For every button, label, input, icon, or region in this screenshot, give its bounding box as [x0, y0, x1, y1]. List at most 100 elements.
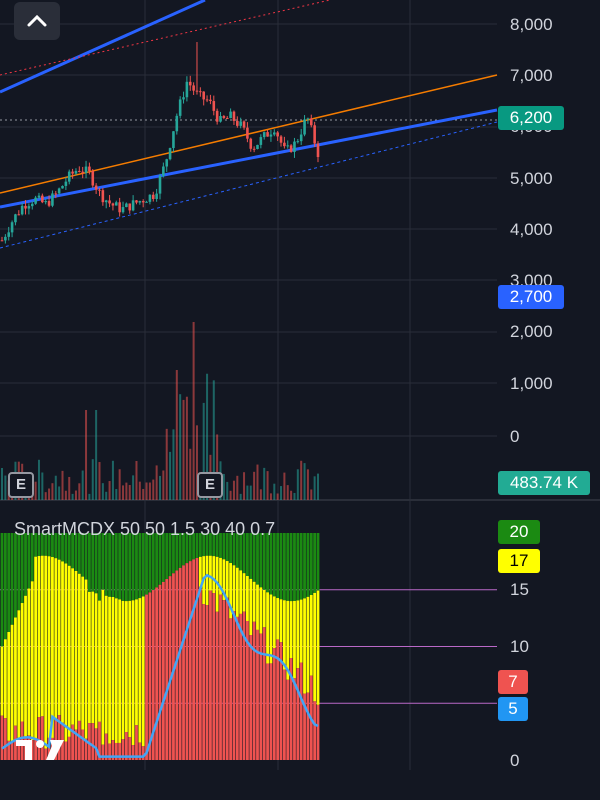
indicator-red-bar	[81, 729, 85, 760]
volume-bar	[152, 479, 155, 500]
tradingview-logo	[16, 738, 66, 767]
candle-body	[67, 171, 71, 182]
indicator-red-bar	[10, 742, 14, 760]
indicator-yellow-bar	[205, 555, 209, 606]
volume-bar	[290, 490, 293, 500]
candle-body	[309, 118, 313, 126]
indicator-green-bar	[246, 533, 249, 577]
indicator-yellow-bar	[64, 563, 68, 742]
indicator-red-bar	[192, 559, 196, 760]
candle-body	[44, 201, 48, 203]
indicator-yellow-bar	[272, 596, 276, 648]
candle-body	[88, 166, 91, 171]
volume-bar	[236, 475, 239, 500]
indicator-yellow-bar	[289, 601, 293, 659]
earnings-marker[interactable]: E	[197, 472, 223, 498]
volume-bar	[310, 489, 313, 500]
candle-body	[212, 101, 216, 111]
candle-body	[141, 201, 145, 203]
candle-body	[91, 170, 95, 186]
indicator-red-bar	[7, 740, 11, 760]
volume-bar	[216, 434, 219, 500]
indicator-green-bar	[54, 533, 58, 559]
volume-bar	[48, 488, 51, 500]
candle-body	[104, 200, 108, 203]
indicator-yellow-bar	[101, 589, 105, 745]
indicator-green-bar	[61, 533, 64, 562]
indicator-green-bar	[202, 533, 206, 557]
volume-bar	[85, 410, 88, 500]
indicator-yellow-bar	[209, 555, 212, 591]
indicator-red-bar	[148, 592, 152, 760]
indicator-yellow-bar	[57, 559, 61, 716]
candle-body	[114, 202, 118, 206]
volume-bar	[54, 475, 57, 500]
indicator-yellow-bar	[74, 570, 78, 730]
indicator-yellow-bar	[249, 578, 253, 636]
volume-bar	[306, 469, 309, 500]
indicator-yellow-bar	[141, 596, 145, 747]
volume-badge: 483.74 K	[498, 471, 590, 495]
indicator-yellow-bar	[128, 600, 132, 738]
indicator-green-bar	[111, 533, 115, 598]
indicator-red-bar	[124, 732, 128, 760]
indicator-green-bar	[20, 533, 24, 604]
volume-bar	[195, 425, 198, 500]
candle-body	[252, 148, 256, 150]
indicator-yellow-bar	[47, 556, 51, 738]
indicator-yellow-bar	[118, 599, 122, 743]
indicator-green-bar	[51, 533, 54, 558]
volume-bar	[206, 373, 209, 500]
indicator-green-bar	[188, 533, 192, 562]
indicator-red-bar	[74, 729, 78, 760]
indicator-y-tick: 0	[510, 751, 520, 770]
indicator-green-bar	[77, 533, 81, 574]
candle-body	[225, 117, 229, 119]
collapse-button[interactable]	[14, 2, 60, 40]
candle-body	[14, 214, 17, 223]
indicator-red-bar	[232, 611, 236, 760]
candle-body	[178, 99, 182, 116]
earnings-marker[interactable]: E	[8, 472, 34, 498]
candle-body	[47, 201, 51, 206]
indicator-yellow-bar	[252, 581, 256, 622]
indicator-green-bar	[266, 533, 269, 593]
volume-bar	[222, 473, 225, 500]
indicator-green-bar	[128, 533, 132, 601]
price-badge: 6,200	[498, 106, 564, 130]
candle-body	[0, 240, 4, 242]
indicator-green-bar	[182, 533, 185, 566]
candle-body	[202, 91, 206, 100]
indicator-yellow-bar	[242, 573, 246, 612]
volume-bar	[286, 485, 289, 500]
indicator-red-bar	[121, 739, 125, 760]
indicator-green-bar	[155, 533, 159, 588]
indicator-yellow-bar	[7, 632, 11, 741]
indicator-yellow-bar	[61, 561, 64, 723]
indicator-green-bar	[282, 533, 286, 601]
volume-bar	[4, 475, 7, 500]
indicator-green-bar	[91, 533, 95, 592]
indicator-yellow-bar	[313, 592, 317, 702]
indicator-green-bar	[57, 533, 61, 560]
candle-body	[195, 90, 199, 92]
candle-body	[64, 181, 68, 186]
indicator-green-bar	[101, 533, 105, 590]
volume-bar	[202, 402, 205, 500]
indicator-red-bar	[64, 741, 68, 760]
indicator-title[interactable]: SmartMCDX 50 50 1.5 30 40 0.7	[14, 519, 276, 539]
indicator-red-bar	[14, 725, 17, 760]
volume-bar	[37, 459, 40, 500]
indicator-green-bar	[259, 533, 263, 588]
indicator-yellow-bar	[67, 565, 71, 737]
indicator-red-bar	[178, 567, 182, 760]
indicator-red-bar	[84, 738, 88, 760]
indicator-yellow-bar	[219, 557, 222, 595]
candle-body	[98, 189, 101, 191]
candle-body	[249, 138, 253, 149]
candle-body	[259, 137, 263, 145]
indicator-red-bar	[30, 740, 34, 760]
volume-bar	[51, 483, 54, 500]
indicator-red-bar	[242, 611, 246, 760]
